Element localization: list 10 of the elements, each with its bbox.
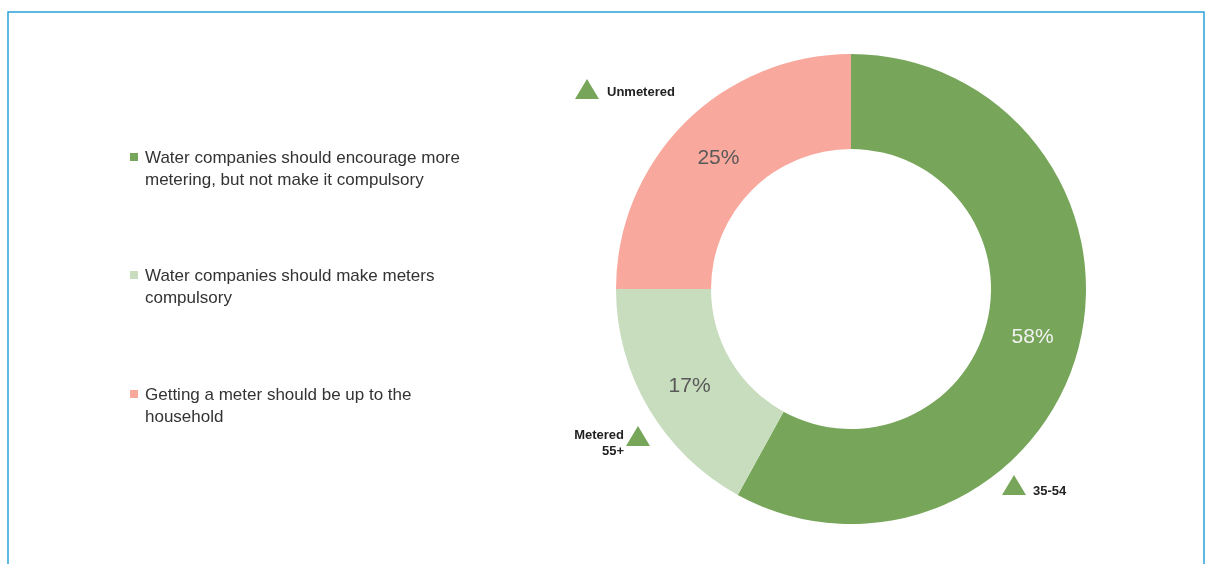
data-label: 17% bbox=[668, 372, 711, 396]
legend-label: Water companies should encourage more metering, but not make it compulsory bbox=[145, 147, 460, 190]
text: Metered 55+ bbox=[574, 426, 625, 458]
data-label: 25% bbox=[697, 144, 740, 168]
data-label: 58% bbox=[1011, 323, 1054, 347]
legend-label: Getting a meter should be up to the household bbox=[145, 384, 412, 427]
legend-label: Water companies should make meters compulsory bbox=[145, 265, 435, 308]
text: Unmetered bbox=[607, 83, 675, 99]
donut-slice bbox=[737, 54, 1086, 524]
text: 35-54 bbox=[1033, 482, 1068, 498]
